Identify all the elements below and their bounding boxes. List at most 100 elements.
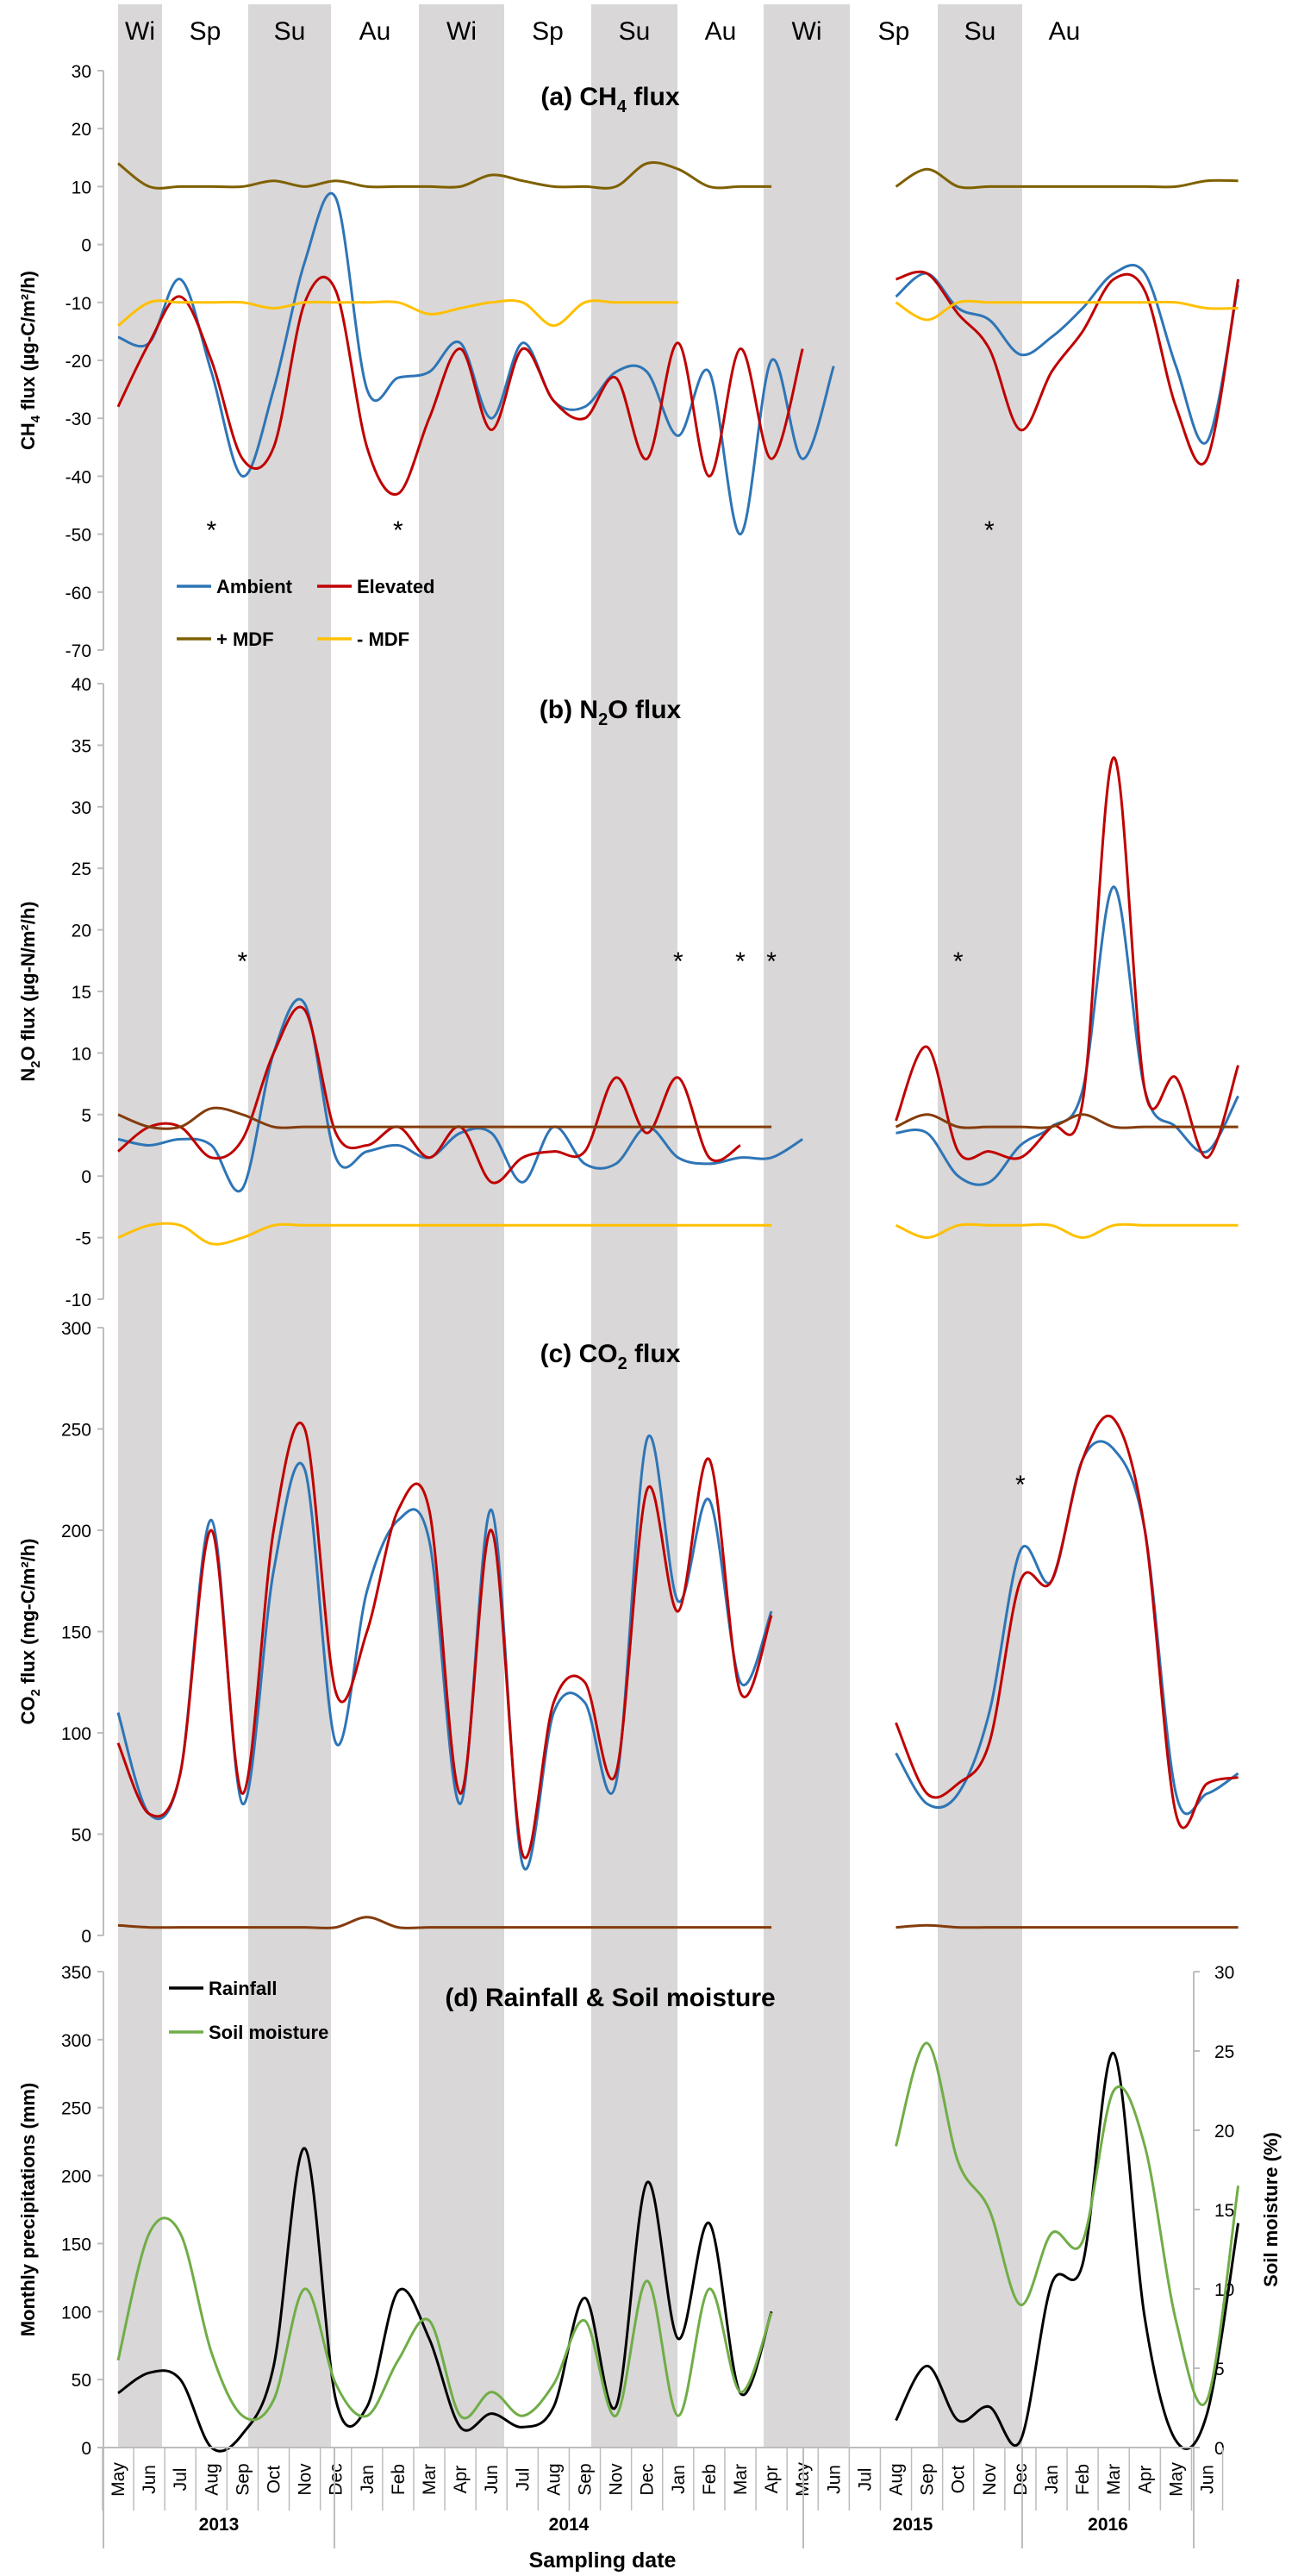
legend-label: Elevated [357,576,435,597]
series-line [117,161,772,190]
season-label: Sp [532,17,564,46]
series-line [116,1421,773,1860]
y-tick-label: 250 [61,2099,91,2119]
month-tick-label: Mar [420,2464,440,2495]
month-tick-label: Jul [513,2468,533,2492]
panel-title: (d) Rainfall & Soil moisture [445,1984,775,2012]
month-tick-label: Jan [669,2465,689,2494]
series-line [895,1923,1239,1929]
y2-tick-label: 30 [1214,1963,1234,1983]
month-tick-label: Apr [762,2466,782,2494]
series-line [895,299,1239,322]
season-band [118,4,162,2448]
legend: Rainfall Soil moisture [169,1978,328,2043]
y-tick-label: 20 [72,120,91,140]
month-tick-label: Dec [1011,2463,1031,2495]
y-tick-label: -60 [66,584,91,603]
month-tick-label: Jan [1042,2465,1062,2494]
season-label: Au [359,17,391,46]
series-rainfall [117,2052,1240,2453]
season-label: Sp [190,17,222,46]
y-axis-title: Monthly precipitations (mm) [17,2083,39,2337]
y-tick-label: -5 [75,1229,91,1249]
series-line [116,276,804,496]
y2-tick-label: 5 [1214,2360,1225,2379]
month-tick-label: Sep [233,2463,253,2495]
y-tick-label: -10 [66,294,91,314]
y-tick-label: -20 [66,352,91,372]
panel-title: (c) CO2 flux [540,1340,681,1373]
series-line [895,2041,1240,2407]
series-ambient [117,191,1240,536]
month-tick-label: Feb [700,2464,720,2495]
y-tick-label: 100 [61,1724,91,1744]
year-label: 2016 [1088,2515,1128,2535]
legend-label: Soil moisture [209,2022,328,2043]
y-tick-label: 40 [72,675,91,695]
series-elevated [116,1414,1239,1860]
month-tick-label: Sep [576,2463,596,2495]
month-tick-label: Jun [1198,2465,1218,2494]
month-tick-label: Apr [1135,2466,1155,2494]
month-tick-label: Apr [451,2466,471,2494]
y-axis-title: CH4 flux (µg-C/m²/h) [17,271,43,450]
series-elevated [117,756,1240,1185]
y-tick-label: 150 [61,2235,91,2254]
month-tick-label: Mar [731,2464,751,2495]
season-label: Wi [125,17,155,46]
month-tick-label: Jun [482,2465,502,2494]
month-tick-label: Aug [887,2463,907,2495]
y-tick-label: 35 [72,736,91,756]
y-tick-label: 100 [61,2303,91,2323]
y2-tick-label: 15 [1214,2201,1234,2221]
year-label: 2013 [199,2515,240,2535]
significance-marker: * [393,516,403,545]
y-tick-label: 50 [72,1826,91,1846]
series-mdf [117,1106,1239,1130]
series-line [895,1222,1239,1240]
series-line [895,756,1240,1160]
season-label: Wi [792,17,822,46]
series-line [117,1222,772,1246]
y2-tick-label: 25 [1214,2042,1234,2062]
y-tick-label: 25 [72,860,91,879]
series-line [895,270,1240,466]
y2-tick-label: 0 [1214,2439,1225,2459]
series-line [117,1005,741,1185]
panel-c: 300 250 200 150 100 50 0 CO2 flux (mg-C/m²/h) (c… [17,1319,1239,1947]
season-label: Wi [446,17,477,46]
y2-axis-title: Soil moisture (%) [1260,2132,1282,2287]
y-tick-label: 0 [81,236,91,256]
month-tick-label: Aug [202,2463,222,2495]
month-tick-label: Oct [265,2466,284,2494]
month-tick-label: Aug [544,2463,564,2495]
series-mdf [117,1916,1239,1929]
season-label: Su [274,17,306,46]
series-mdf [117,161,1239,190]
significance-marker: * [984,516,995,545]
significance-marker: * [238,947,248,976]
y-tick-label: 5 [81,1106,91,1126]
y-tick-label: 0 [81,1167,91,1187]
panel-title: (b) N2O flux [540,696,682,729]
y-axis-title: N2O flux (µg-N/m²/h) [17,901,43,1081]
y-tick-label: -10 [66,1291,91,1310]
month-tick-label: Nov [296,2463,315,2496]
season-label: Su [619,17,651,46]
y-tick-label: 300 [61,2031,91,2051]
series-soil-moisture [116,2041,1240,2422]
y-tick-label: -30 [66,410,91,429]
series-line [117,191,835,536]
x-axis: May Jun Jul Aug Sep Oct Nov Dec Jan Feb Mar Apr Jun J… [102,2447,1224,2548]
season-label: Su [964,17,996,46]
y2-tick-label: 20 [1214,2122,1234,2141]
legend-label: Rainfall [209,1978,277,1999]
month-tick-label: Feb [1073,2464,1093,2495]
y-tick-label: 150 [61,1623,91,1643]
y-tick-label: 200 [61,2167,91,2187]
y-tick-label: 20 [72,922,91,941]
series-line [117,1106,772,1130]
month-tick-label: May [109,2462,128,2497]
